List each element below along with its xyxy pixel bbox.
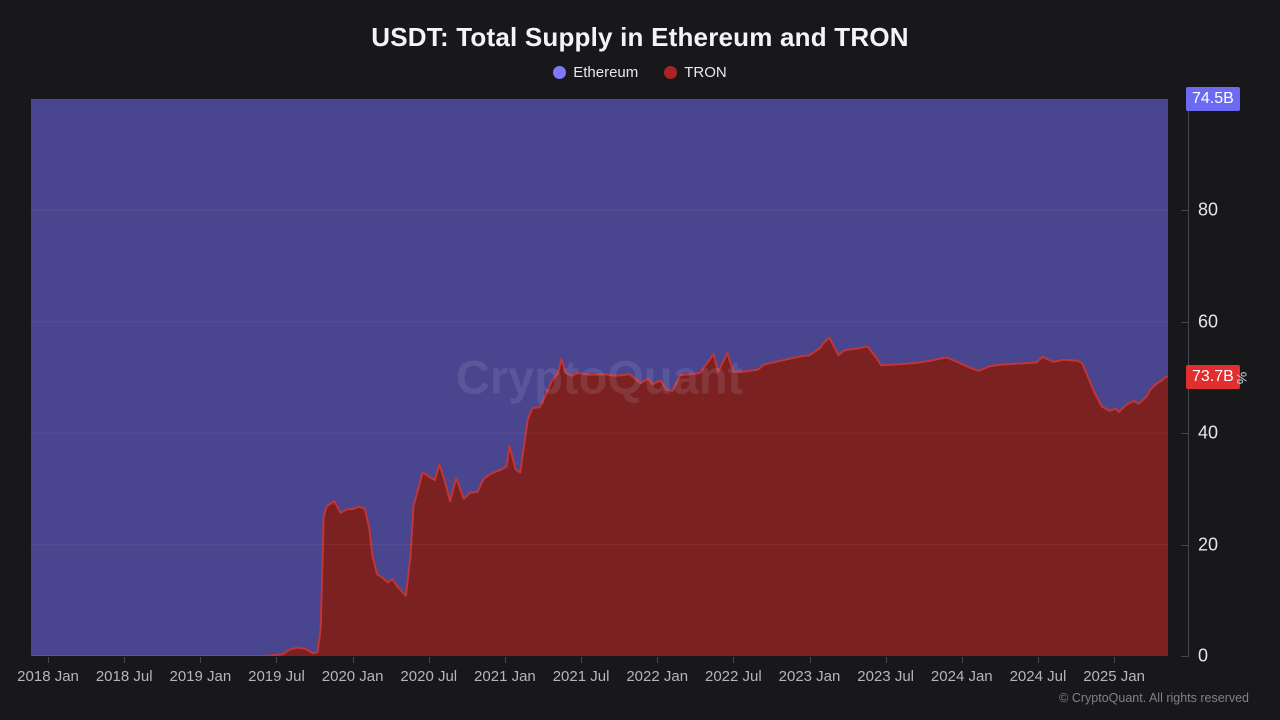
watermark: CryptoQuant [456, 351, 744, 404]
x-tick-label: 2019 Jan [169, 668, 232, 685]
y-tick-mark [1181, 656, 1188, 657]
x-tick-label: 2021 Jul [552, 668, 610, 685]
x-tick-label: 2022 Jul [705, 668, 762, 685]
x-tick-mark [428, 657, 430, 663]
x-tick-label: 2018 Jan [17, 668, 79, 685]
x-tick-mark [276, 657, 278, 663]
x-tick-mark [581, 657, 583, 663]
tron-dot-icon [664, 65, 678, 79]
x-tick-mark [124, 657, 126, 663]
x-tick-mark [733, 657, 735, 663]
legend-item-tron[interactable]: TRON [664, 64, 727, 81]
x-tick-mark [504, 657, 506, 663]
legend: Ethereum TRON [0, 62, 1280, 82]
x-tick-label: 2024 Jul [1009, 668, 1067, 685]
x-tick-label: 2020 Jan [321, 668, 384, 685]
value-badge-tron: 73.7B [1186, 364, 1240, 389]
x-tick-mark [200, 657, 202, 663]
legend-label-ethereum: Ethereum [573, 63, 639, 81]
y-tick-mark [1181, 321, 1188, 323]
legend-label-tron: TRON [684, 63, 727, 81]
value-badge-ethereum: 74.5B [1186, 87, 1240, 111]
footer-copyright: © CryptoQuant. All rights reserved [1059, 691, 1249, 705]
y-tick-mark [1181, 433, 1188, 435]
y-tick-label: 60 [1198, 311, 1219, 332]
x-tick-label: 2022 Jan [626, 668, 689, 685]
legend-item-ethereum[interactable]: Ethereum [553, 64, 638, 81]
x-tick-label: 2025 Jan [1083, 668, 1145, 685]
x-tick-mark [48, 657, 50, 663]
x-tick-mark [885, 657, 887, 663]
x-tick-label: 2024 Jan [930, 668, 993, 685]
x-tick-label: 2021 Jan [474, 668, 536, 685]
x-tick-label: 2020 Jul [400, 668, 458, 685]
x-tick-label: 2023 Jan [778, 668, 841, 685]
x-tick-label: 2019 Jul [248, 668, 305, 685]
chart-svg[interactable]: CryptoQuant [31, 99, 1168, 656]
x-tick-mark [961, 657, 963, 663]
x-tick-mark [1037, 657, 1039, 663]
y-tick-mark [1181, 544, 1188, 546]
x-tick-mark [809, 657, 811, 663]
plot-area[interactable]: CryptoQuant [31, 99, 1168, 656]
y-tick-label: 20 [1198, 534, 1219, 555]
x-tick-mark [657, 657, 659, 663]
x-tick-mark [1114, 657, 1116, 663]
y-tick-label: 80 [1198, 199, 1219, 220]
x-tick-label: 2018 Jul [95, 668, 153, 685]
y-tick-label: 40 [1198, 422, 1219, 443]
y-tick-label: 0 [1198, 645, 1209, 666]
y-tick-mark [1181, 210, 1188, 212]
x-tick-label: 2023 Jul [857, 668, 914, 685]
y-axis-title-percent: % [1234, 371, 1251, 385]
ethereum-dot-icon [553, 65, 567, 79]
chart-title: USDT: Total Supply in Ethereum and TRON [371, 22, 909, 52]
x-tick-mark [352, 657, 354, 663]
